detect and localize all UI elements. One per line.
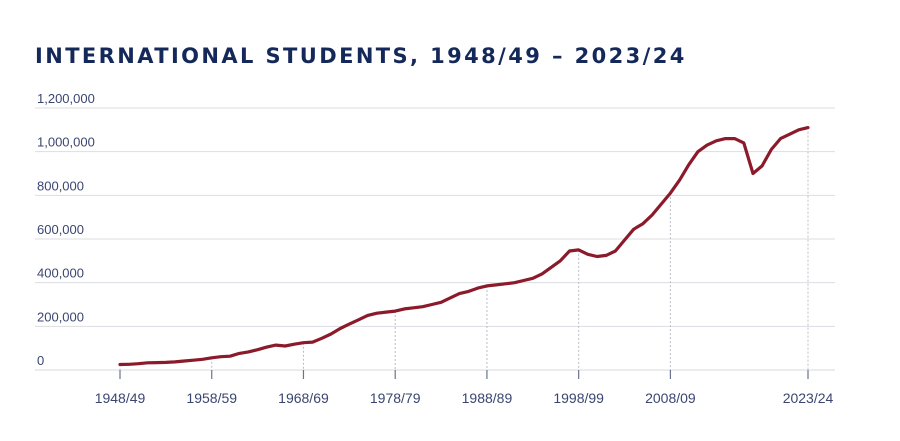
y-axis-ticks: 0 200,000 400,000 600,000 800,000 1,000,000 1,… [37,91,95,368]
grid-lines [35,107,835,327]
x-tick-label: 2008/09 [645,390,696,406]
x-tick-label: 1978/79 [370,390,421,406]
chart-title: INTERNATIONAL STUDENTS, 1948/49 – 2023/2… [35,44,687,68]
series-line [118,126,810,367]
x-tick-label: 1958/59 [186,390,237,406]
x-drop-lines [119,127,809,370]
x-axis-ticks: 1948/49 1958/59 1968/69 1978/79 1988/89 1998/… [95,370,834,406]
x-tick-label: 1998/99 [553,390,604,406]
x-tick-label: 1988/89 [462,390,513,406]
y-tick-label: 200,000 [37,309,84,324]
y-tick-label: 1,000,000 [37,135,95,150]
x-tick-label: 2023/24 [783,390,834,406]
x-tick-label: 1968/69 [278,390,329,406]
y-tick-label: 800,000 [37,178,84,193]
y-tick-label: 1,200,000 [37,91,95,106]
x-tick-label: 1948/49 [95,390,146,406]
y-tick-label: 600,000 [37,222,84,237]
y-tick-label: 0 [37,353,44,368]
y-tick-label: 400,000 [37,266,84,281]
